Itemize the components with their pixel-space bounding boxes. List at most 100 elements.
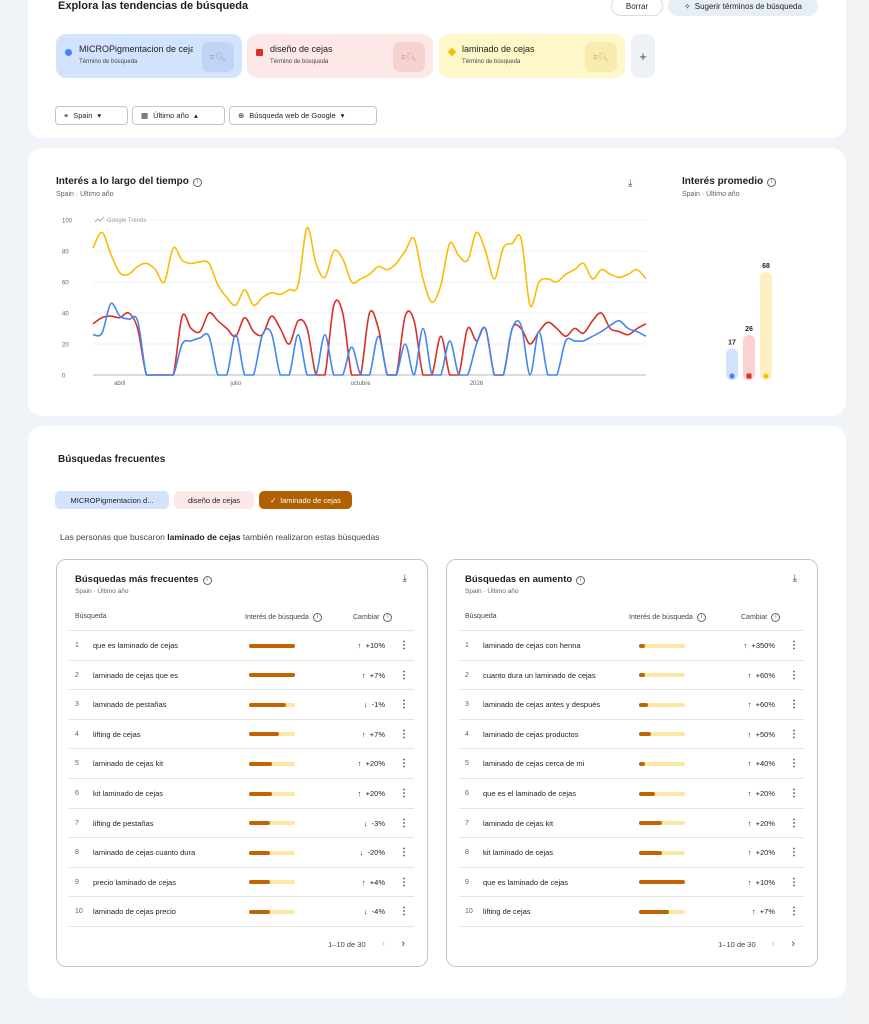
trend-arrow-icon: ↑ [361,729,366,739]
more-vert-icon[interactable]: ⋮ [399,906,409,918]
search-compare-icon[interactable]: ≡🔍︎ [585,42,617,72]
table-row[interactable]: 1 laminado de cejas con henna ↑ +350% ⋮ [459,630,804,660]
row-change: ↑ +10% [747,877,775,887]
more-vert-icon[interactable]: ⋮ [399,669,409,681]
time-filter[interactable]: ▦ Último año ▴ [132,106,225,125]
suggest-terms-button[interactable]: ✧ Sugerir términos de búsqueda [668,0,818,16]
search-compare-icon[interactable]: ≡🔍︎ [202,42,234,72]
download-icon[interactable]: ⤓ [628,178,633,189]
table-row[interactable]: 10 lifting de cejas ↑ +7% ⋮ [459,896,804,926]
info-icon[interactable]: i [696,613,706,622]
more-vert-icon[interactable]: ⋮ [399,847,409,859]
row-query: precio laminado de cejas [93,877,176,887]
download-icon[interactable]: ⤓ [792,573,797,584]
add-term-button[interactable]: + [631,34,655,78]
search-term-2[interactable]: diseño de cejas Término de búsqueda ≡🔍︎ [247,34,433,78]
more-vert-icon[interactable]: ⋮ [789,699,799,711]
table-row[interactable]: 6 kit laminado de cejas ↑ +20% ⋮ [69,778,414,808]
more-vert-icon[interactable]: ⋮ [789,876,799,888]
interest-bar-fill [249,761,272,766]
clear-button[interactable]: Borrar [611,0,663,16]
geo-filter[interactable]: ⌖ Spain ▾ [55,106,128,125]
more-vert-icon[interactable]: ⋮ [789,758,799,770]
row-rank: 9 [465,878,469,886]
average-interest-title: Interés promedio i [682,176,777,187]
search-term-3[interactable]: laminado de cejas Término de búsqueda ≡🔍… [439,34,625,78]
row-rank: 7 [75,819,79,827]
table-row[interactable]: 4 laminado de cejas productos ↑ +50% ⋮ [459,718,804,749]
interest-bar-fill [249,673,295,678]
table-row[interactable]: 7 laminado de cejas kit ↑ +20% ⋮ [459,807,804,838]
search-compare-icon[interactable]: ≡🔍︎ [393,42,425,72]
prev-page-icon[interactable]: ‹ [771,938,776,950]
info-icon[interactable]: i [767,178,777,187]
prev-page-icon[interactable]: ‹ [381,938,386,950]
term-subtitle: Término de búsqueda [462,59,521,65]
info-icon[interactable]: i [576,576,586,585]
info-icon[interactable]: i [192,178,202,187]
interest-bar [639,850,685,855]
row-rank: 6 [75,790,79,797]
trend-arrow-icon: ↑ [751,907,756,917]
term-name: MICROPigmentacion de cejas [79,44,193,54]
more-vert-icon[interactable]: ⋮ [399,817,409,829]
table-row[interactable]: 9 precio laminado de cejas ↑ +4% ⋮ [69,866,414,897]
next-page-icon[interactable]: › [401,938,405,950]
x-tick-label: 2026 [470,381,484,387]
term-chip-3-selected[interactable]: ✓ laminado de cejas [259,491,352,509]
more-vert-icon[interactable]: ⋮ [789,817,799,829]
term-chip-1[interactable]: MICROPigmentacion d... [55,491,169,509]
related-searches-card: Búsquedas frecuentes MICROPigmentacion d… [28,426,846,998]
info-icon[interactable]: i [202,576,212,585]
column-query: Búsqueda [465,613,497,620]
table-row[interactable]: 9 que es laminado de cejas ↑ +10% ⋮ [459,866,804,897]
time-filter-value: Último año [153,111,189,120]
info-icon[interactable]: i [312,613,322,622]
term-chip-2[interactable]: diseño de cejas [174,491,254,509]
table-row[interactable]: 7 lifting de pestañas ↓ -3% ⋮ [69,807,414,838]
circle-marker-icon [65,49,72,56]
pagination: 1–10 de 30 ‹ › [328,938,405,950]
series-line-3 [92,226,647,308]
row-query: kit laminado de cejas [483,848,554,858]
more-vert-icon[interactable]: ⋮ [789,728,799,740]
download-icon[interactable]: ⤓ [402,573,407,584]
more-vert-icon[interactable]: ⋮ [399,699,409,711]
table-row[interactable]: 3 laminado de pestañas ↓ -1% ⋮ [69,689,414,719]
more-vert-icon[interactable]: ⋮ [399,758,409,770]
next-page-icon[interactable]: › [791,938,795,950]
table-row[interactable]: 8 laminado de cejas cuanto dura ↓ -20% ⋮ [69,837,414,867]
more-vert-icon[interactable]: ⋮ [789,906,799,918]
more-vert-icon[interactable]: ⋮ [789,640,799,651]
search-term-1[interactable]: MICROPigmentacion de cejas Término de bú… [56,34,242,78]
table-row[interactable]: 4 lifting de cejas ↑ +7% ⋮ [69,718,414,749]
table-row[interactable]: 2 cuanto dura un laminado de cejas ↑ +60% ⋮ [459,659,804,690]
interest-bar-fill [639,702,649,707]
table-row[interactable]: 3 laminado de cejas antes y después ↑ +60%… [459,689,804,719]
table-row[interactable]: 10 laminado de cejas precio ↓ -4% ⋮ [69,896,414,926]
column-change: Cambiar i [741,613,781,622]
check-icon: ✓ [270,495,277,505]
property-filter[interactable]: ⊕ Búsqueda web de Google ▾ [229,106,377,125]
info-icon[interactable]: i [383,613,393,622]
table-row[interactable]: 2 laminado de cejas que es ↑ +7% ⋮ [69,659,414,690]
more-vert-icon[interactable]: ⋮ [399,788,409,799]
table-row[interactable]: 6 que es el laminado de cejas ↑ +20% ⋮ [459,778,804,808]
more-vert-icon[interactable]: ⋮ [789,669,799,681]
caret-up-icon: ▴ [193,111,198,120]
more-vert-icon[interactable]: ⋮ [399,728,409,740]
google-trends-watermark: Google Trends [107,218,146,224]
more-vert-icon[interactable]: ⋮ [399,640,409,651]
more-vert-icon[interactable]: ⋮ [789,847,799,859]
interest-bar-fill [249,909,270,914]
row-change: ↑ +20% [357,789,385,798]
interest-bar [639,880,685,885]
table-row[interactable]: 8 kit laminado de cejas ↑ +20% ⋮ [459,837,804,867]
table-row[interactable]: 5 laminado de cejas cerca de mi ↑ +40% ⋮ [459,748,804,778]
interest-bar-fill [249,702,286,707]
table-row[interactable]: 1 que es laminado de cejas ↑ +10% ⋮ [69,630,414,660]
info-icon[interactable]: i [771,613,781,622]
more-vert-icon[interactable]: ⋮ [789,788,799,799]
table-row[interactable]: 5 laminado de cejas kit ↑ +20% ⋮ [69,748,414,778]
more-vert-icon[interactable]: ⋮ [399,876,409,888]
